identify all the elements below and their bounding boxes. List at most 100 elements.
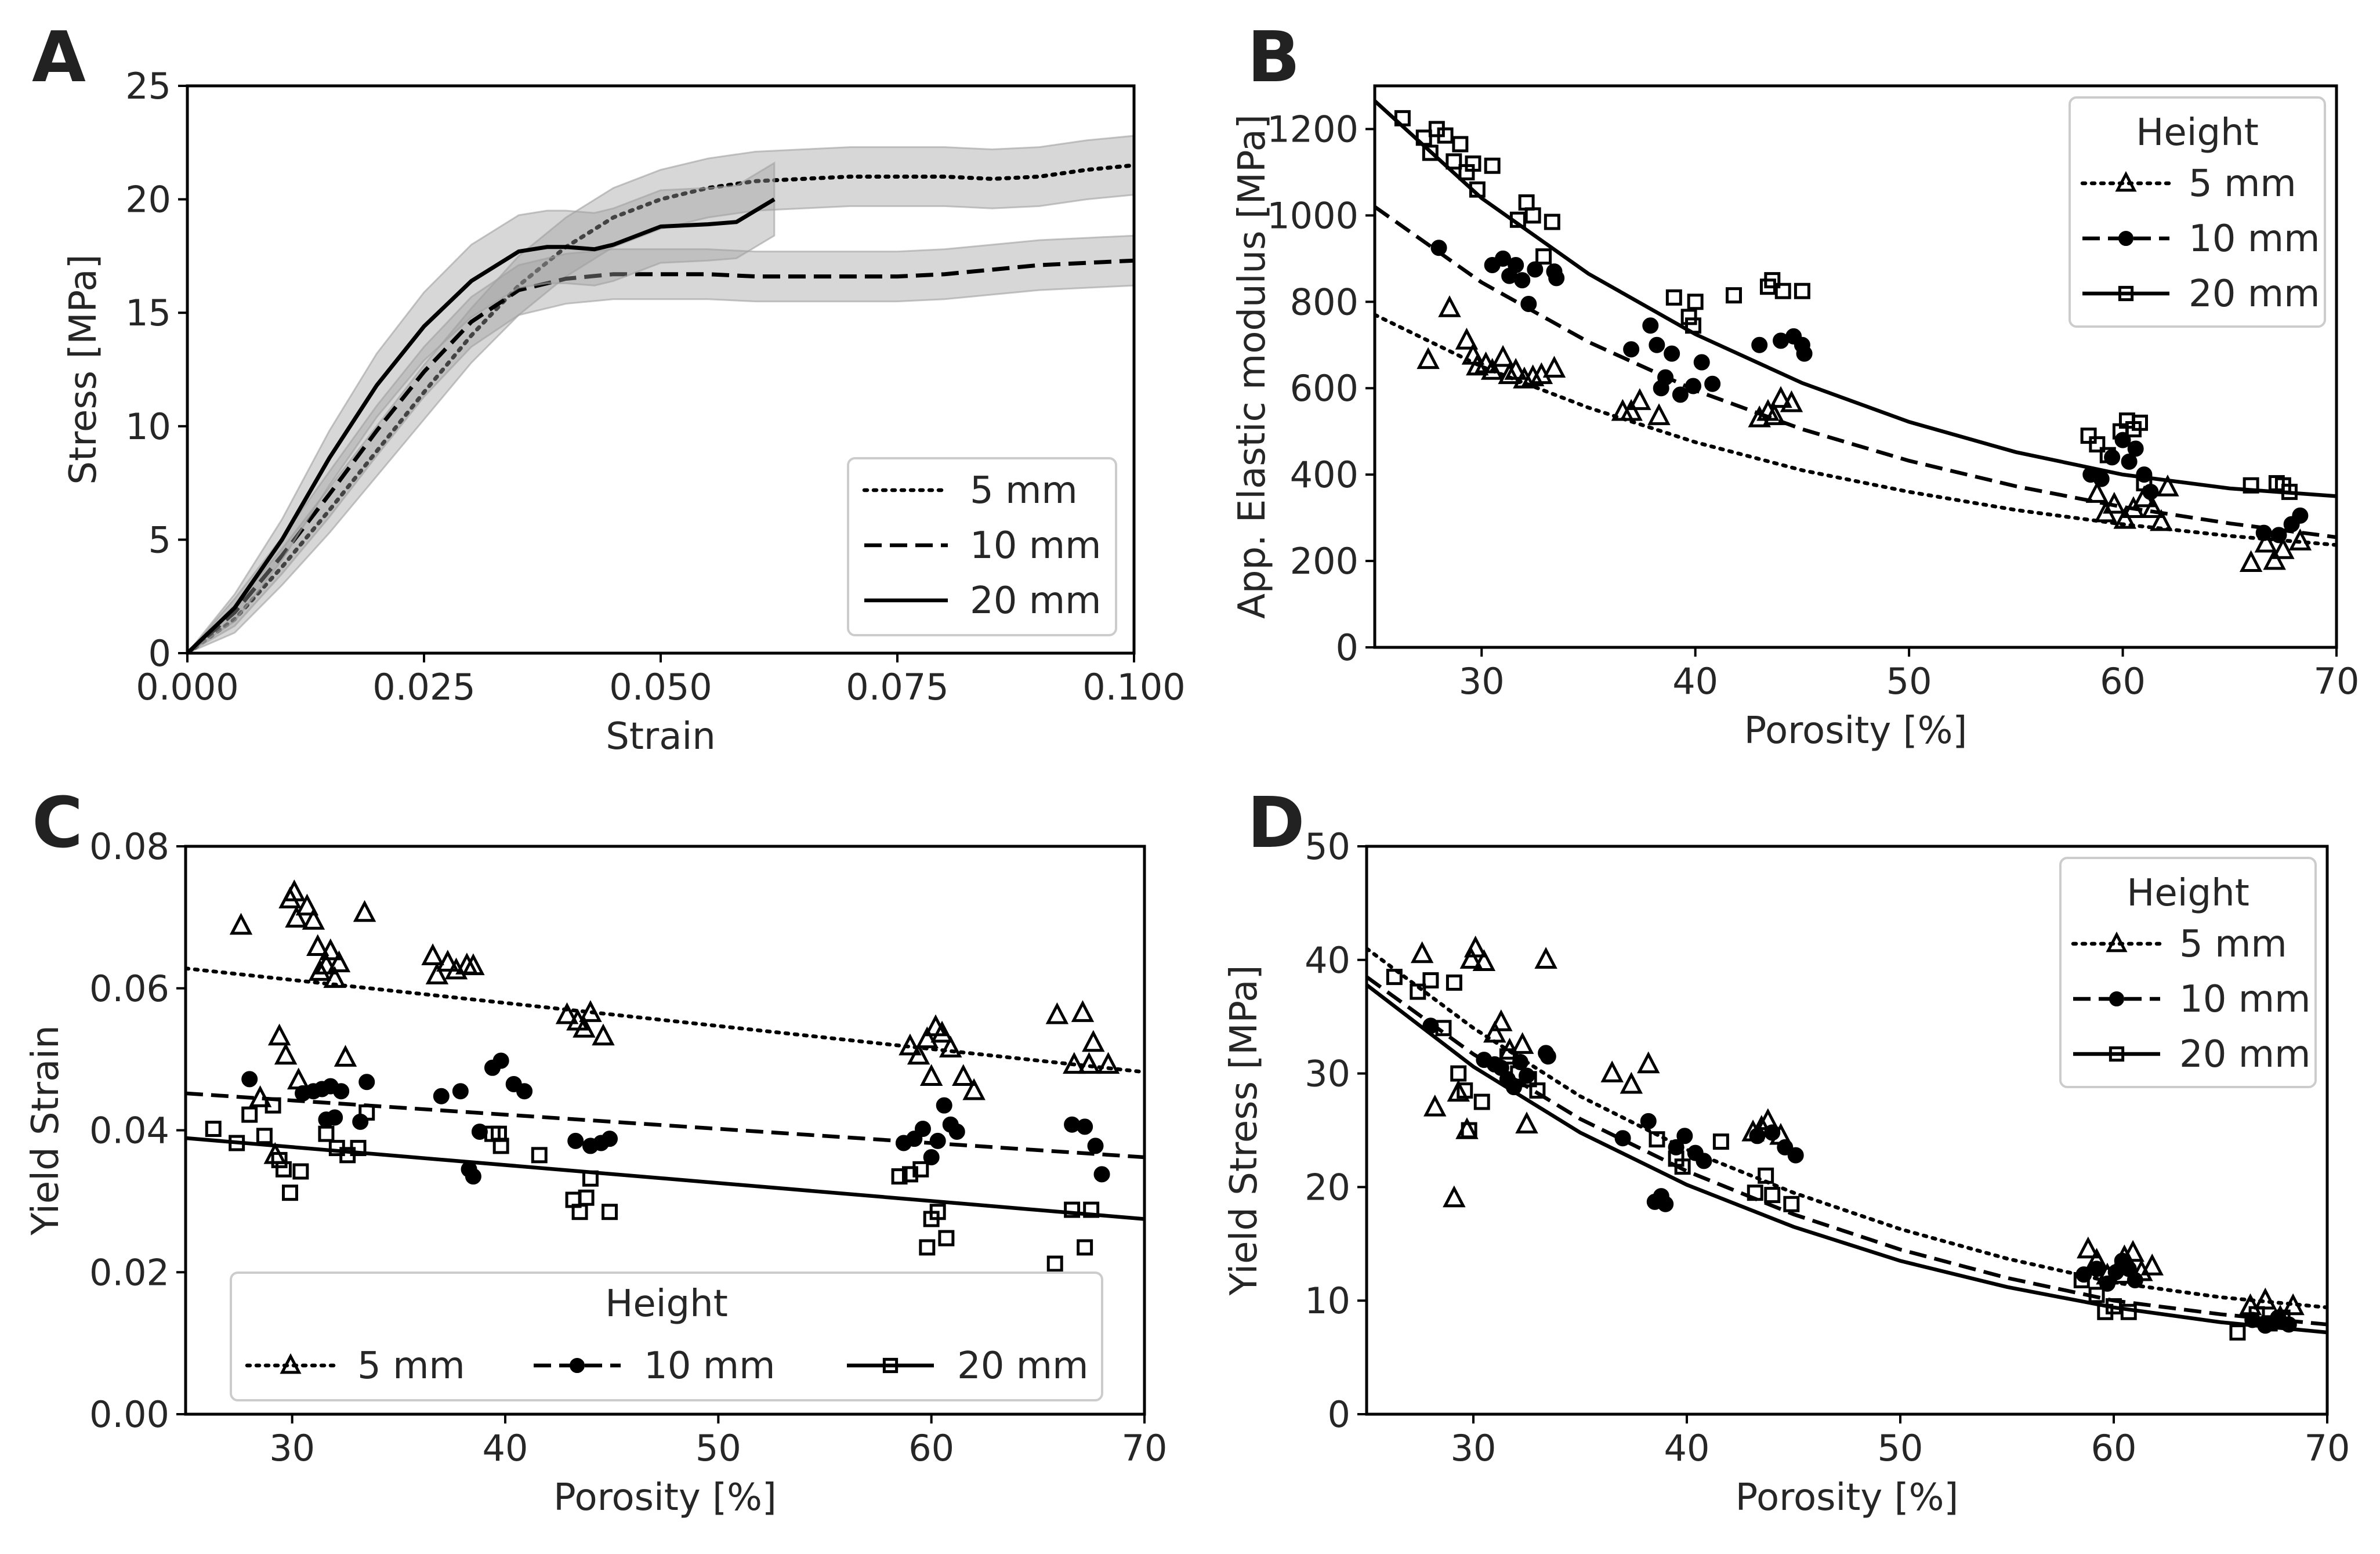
x-tick-label: 70 [2305, 1427, 2350, 1469]
data-point [318, 1125, 335, 1142]
data-point [1685, 317, 1701, 334]
y-tick-label: 0 [1336, 626, 1359, 669]
data-point [1077, 1052, 1101, 1074]
data-point [1491, 345, 1515, 367]
data-point [1774, 282, 1791, 299]
legend-label: 20 mm [2179, 1033, 2310, 1076]
x-tick-label: 0.075 [846, 666, 949, 708]
data-point [1394, 110, 1411, 126]
data-point [919, 1239, 936, 1256]
legend-marker [2118, 285, 2134, 302]
data-point [1469, 181, 1486, 198]
data-point [1422, 972, 1439, 989]
data-point [421, 943, 444, 965]
data-point [915, 1026, 939, 1049]
legend-label: 5 mm [2189, 162, 2296, 205]
x-axis-label: Strain [606, 715, 716, 758]
data-point [308, 959, 332, 981]
data-point [1443, 1185, 1466, 1208]
legend: 5 mm 10 mm 20 mm [847, 457, 1117, 636]
data-point [492, 1138, 509, 1154]
y-tick-label: 10 [1305, 1280, 1350, 1322]
panel-letter: A [32, 17, 86, 98]
data-point [1637, 1051, 1660, 1074]
data-point [582, 1170, 599, 1187]
y-tick-label: 30 [1305, 1053, 1350, 1095]
data-point [1640, 1113, 1657, 1129]
legend-label: 10 mm [970, 524, 1101, 567]
series-5-mm [186, 879, 1144, 1164]
data-point [1620, 399, 1643, 421]
data-point [1542, 356, 1566, 378]
fit-line [186, 966, 1144, 1074]
data-point [302, 908, 325, 930]
data-point [1082, 1030, 1105, 1052]
data-point [256, 1128, 273, 1144]
data-point [471, 1123, 488, 1140]
data-point [2093, 470, 2110, 487]
data-point [2254, 1287, 2277, 1310]
data-point [2248, 1306, 2265, 1323]
data-point [1509, 211, 1526, 228]
x-tick-label: 30 [1459, 660, 1505, 702]
series-10-mm [186, 1052, 1144, 1185]
data-point [891, 1168, 908, 1185]
data-point [2270, 527, 2287, 544]
data-point [323, 966, 346, 988]
y-tick-label: 200 [1290, 540, 1359, 582]
legend-marker [570, 1358, 585, 1373]
legend-label: 10 mm [2189, 218, 2320, 260]
plot-frame [184, 845, 1146, 1416]
data-point [1657, 1196, 1674, 1212]
series-line [187, 197, 776, 653]
data-point [919, 1064, 943, 1086]
x-tick-label: 0.000 [136, 666, 239, 708]
data-point [1071, 1000, 1095, 1022]
legend-title: Height [2136, 111, 2259, 154]
x-tick-label: 0.100 [1082, 666, 1186, 708]
data-point [229, 912, 253, 935]
plot-area [186, 879, 1144, 1272]
y-tick-label: 40 [1305, 939, 1350, 981]
y-tick-label: 400 [1290, 454, 1359, 496]
data-point [2255, 524, 2272, 541]
data-point [271, 1151, 288, 1168]
plot-frame [1373, 84, 2338, 649]
data-point [2088, 1260, 2105, 1277]
y-axis-label: Stress [MPa] [62, 254, 105, 484]
data-point [1672, 386, 1689, 403]
data-point [1510, 1032, 1534, 1054]
data-point [1527, 261, 1544, 278]
data-point [333, 1083, 350, 1100]
data-point [1535, 248, 1552, 265]
data-point [1539, 1048, 1556, 1065]
data-point [1647, 403, 1671, 425]
data-point [285, 905, 308, 928]
series-5-mm [1375, 295, 2336, 573]
data-point [1463, 935, 1487, 958]
data-point [2281, 1293, 2305, 1316]
data-point [1534, 947, 1557, 969]
data-point [2229, 1324, 2246, 1341]
x-tick-label: 0.050 [609, 666, 712, 708]
plot-area [1375, 99, 2336, 573]
data-point [1524, 207, 1541, 224]
x-tick-label: 0.025 [372, 666, 476, 708]
data-point [1450, 1065, 1467, 1082]
data-point [1780, 390, 1803, 412]
data-point [1499, 1048, 1516, 1065]
data-point [1764, 272, 1781, 289]
legend-box [847, 457, 1117, 636]
data-point [2088, 1287, 2105, 1303]
data-point [1410, 941, 1434, 963]
x-tick-label: 50 [1886, 660, 1932, 702]
y-tick-label: 600 [1290, 367, 1359, 410]
data-point [436, 950, 459, 972]
series-5-mm [187, 135, 1134, 653]
data-point [2106, 1298, 2122, 1314]
data-point [1446, 153, 1462, 170]
data-point [936, 1097, 952, 1114]
data-point [573, 1016, 596, 1038]
data-point [930, 1020, 954, 1043]
legend-label: 5 mm [2179, 923, 2287, 966]
